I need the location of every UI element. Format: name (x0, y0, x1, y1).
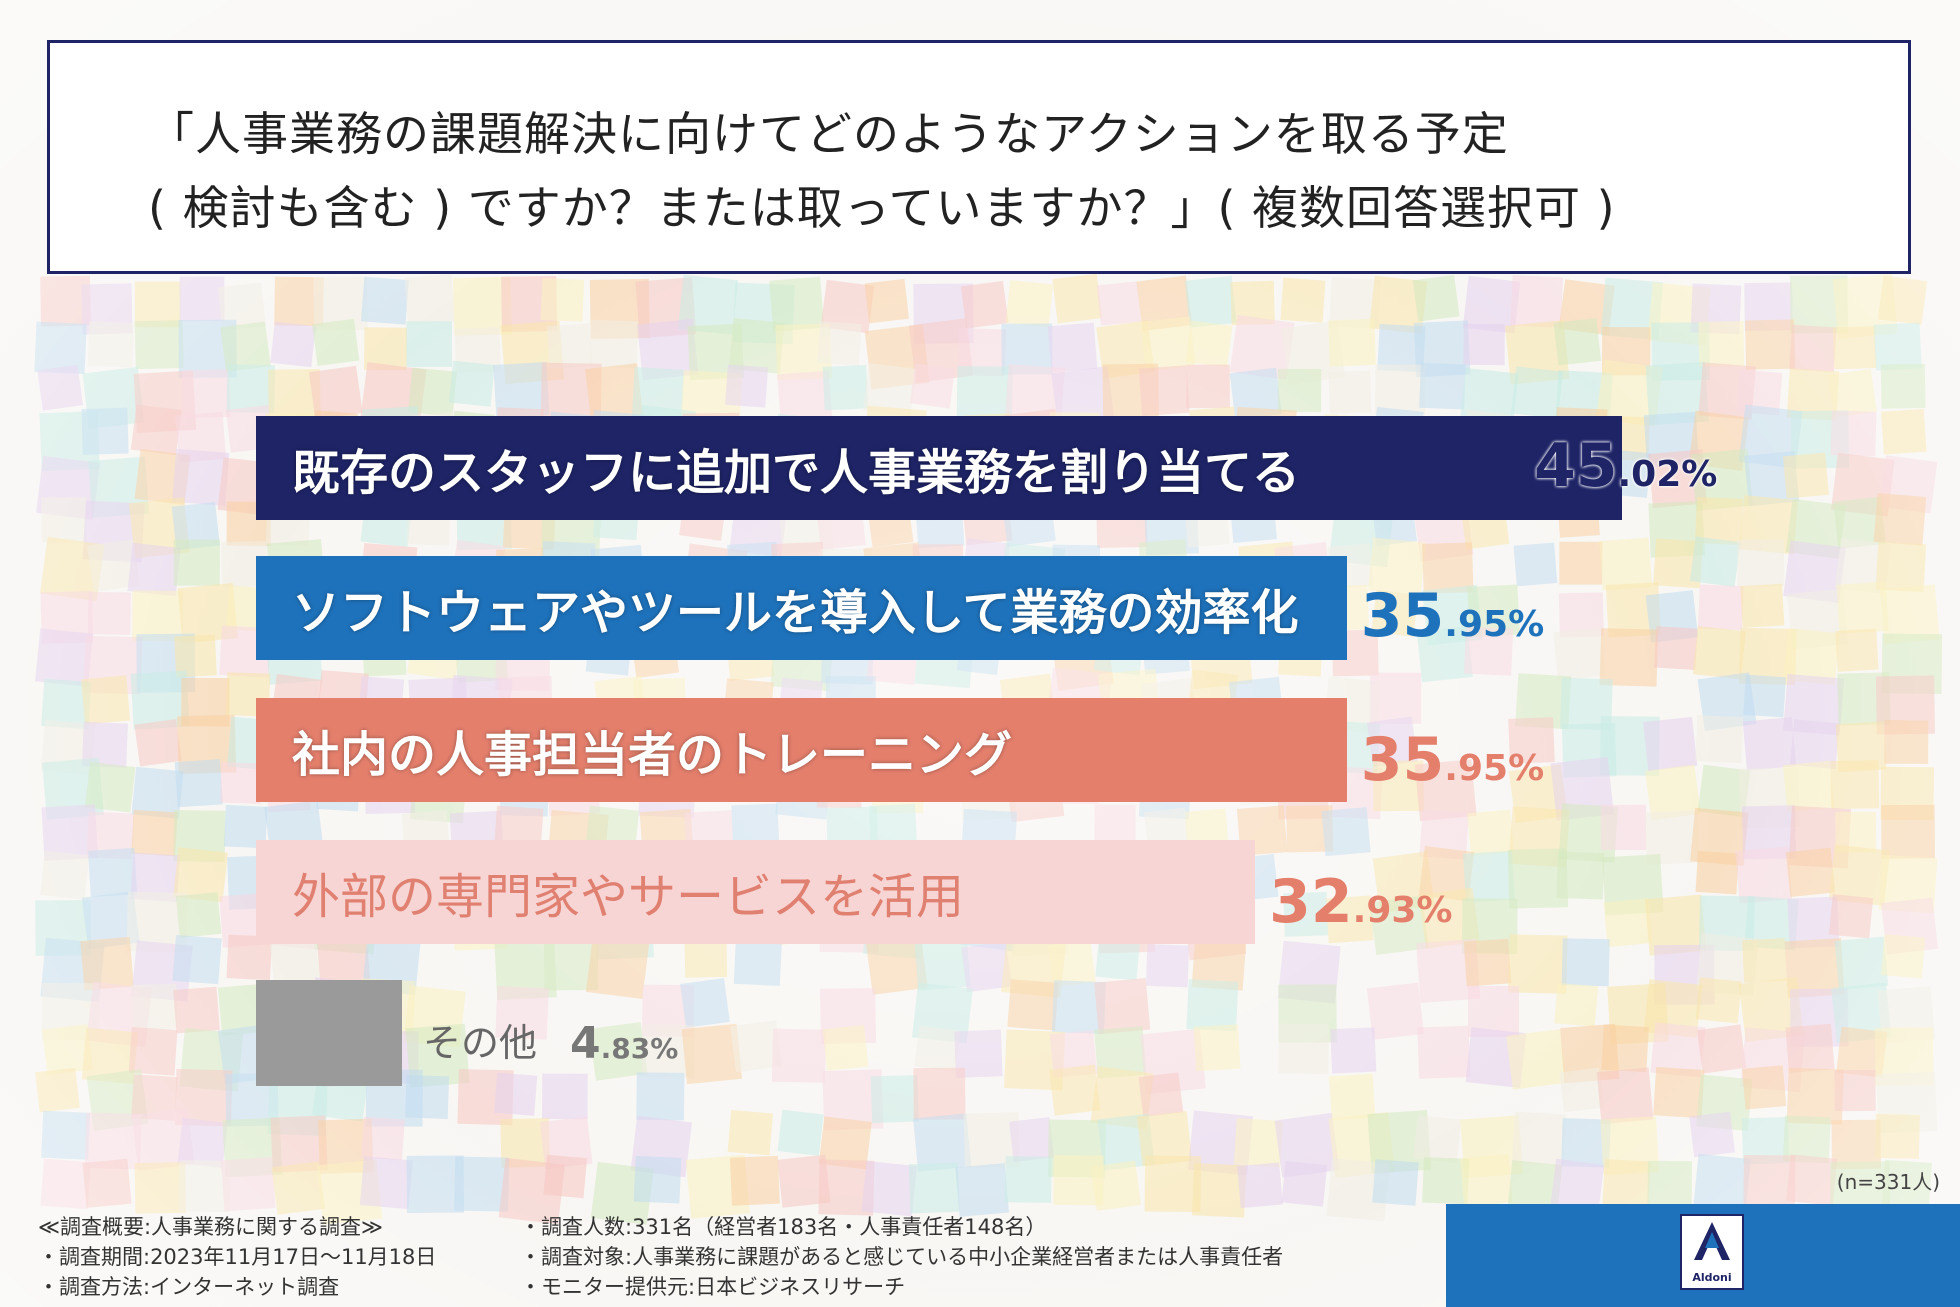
notes-left-title: ≪調査概要:人事業務に関する調査≫ (38, 1215, 384, 1239)
value-label-existing-staff: 45.02% (1534, 431, 1718, 501)
notes-right-count: ・調査人数:331名（経営者183名・人事責任者148名） (520, 1215, 1047, 1239)
bar-other (256, 980, 402, 1086)
bar-existing-staff: 既存のスタッフに追加で人事業務を割り当てる (256, 416, 1622, 520)
title-line-2: ( 検討も含む ) ですか？または取っていますか？」( 複数回答選択可 ) (148, 181, 1616, 235)
sample-size-label: (n=331人) (1836, 1170, 1940, 1194)
bar-label-software-tools: ソフトウェアやツールを導入して業務の効率化 (292, 585, 1299, 641)
title-box (47, 40, 1911, 274)
title-line-1: 「人事業務の課題解決に向けてどのようなアクションを取る予定 (148, 107, 1509, 161)
survey-notes-right: ・調査人数:331名（経営者183名・人事責任者148名） ・調査対象:人事業務… (520, 1212, 1283, 1302)
bar-external-experts: 外部の専門家やサービスを活用 (256, 840, 1256, 944)
notes-left-method: ・調査方法:インターネット調査 (38, 1275, 340, 1299)
value-label-software-tools: 35.95% (1360, 581, 1545, 651)
logo-mark-icon (1694, 1222, 1730, 1260)
notes-right-target: ・調査対象:人事業務に課題があると感じている中小企業経営者または人事責任者 (520, 1245, 1284, 1269)
notes-right-provider: ・モニター提供元:日本ビジネスリサーチ (520, 1275, 906, 1299)
value-label-other: 4.83% (570, 1018, 679, 1069)
value-label-training: 35.95% (1360, 725, 1545, 795)
bar-software-tools: ソフトウェアやツールを導入して業務の効率化 (256, 556, 1347, 660)
bar-training: 社内の人事担当者のトレーニング (256, 698, 1347, 802)
bar-label-other: その他 (423, 1021, 538, 1065)
bar-label-training: 社内の人事担当者のトレーニング (292, 727, 1013, 783)
bar-label-existing-staff: 既存のスタッフに追加で人事業務を割り当てる (292, 445, 1301, 501)
survey-notes-left: ≪調査概要:人事業務に関する調査≫ ・調査期間:2023年11月17日〜11月1… (38, 1212, 436, 1302)
value-label-external-experts: 32.93% (1269, 867, 1453, 937)
aldoni-logo: Aldoni (1680, 1214, 1744, 1290)
notes-left-period: ・調査期間:2023年11月17日〜11月18日 (38, 1245, 437, 1269)
logo-text: Aldoni (1692, 1271, 1732, 1284)
bar-label-external-experts: 外部の専門家やサービスを活用 (292, 869, 965, 925)
